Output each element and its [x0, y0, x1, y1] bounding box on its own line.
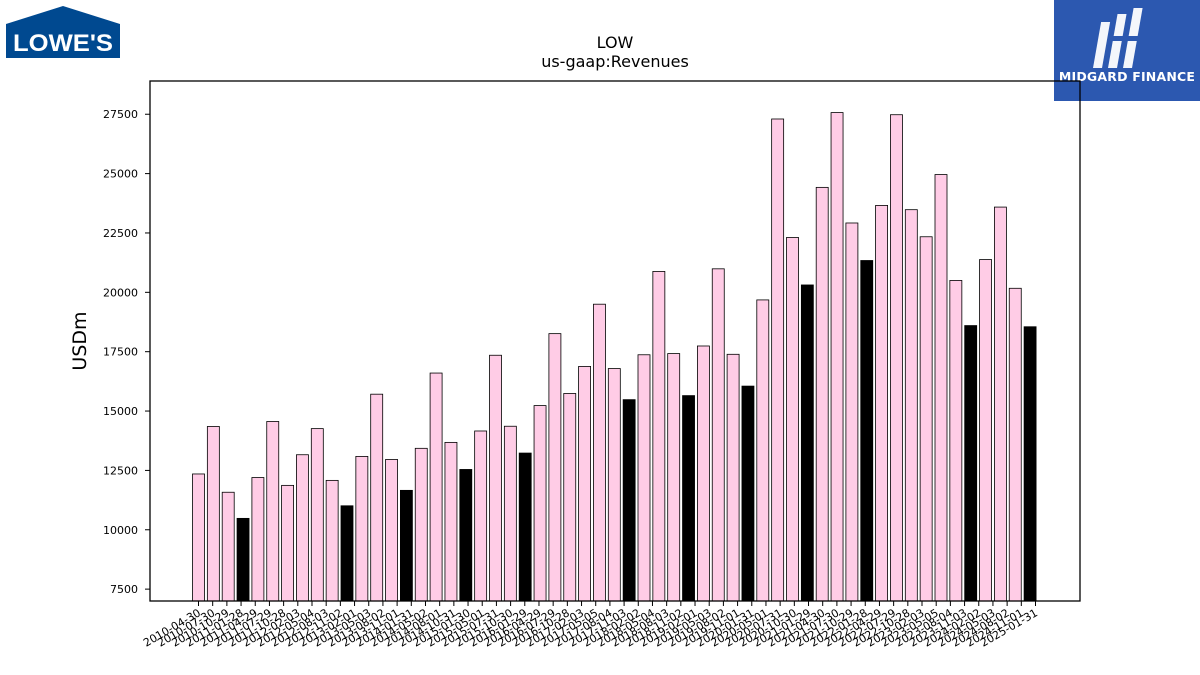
bar-2015-07-31: [503, 425, 517, 602]
bar-2018-08-03: [682, 395, 695, 602]
bar-2019-11-01: [756, 299, 770, 602]
bar-2021-10-29: [875, 205, 888, 602]
bar-2016-10-28: [578, 366, 591, 602]
bars-layer: [192, 112, 1037, 602]
bar-2023-05-05: [964, 325, 978, 602]
bar-2010-04-30: [192, 473, 205, 602]
bar-2016-01-29: [533, 405, 547, 602]
lowes-logo: LOWE'S: [6, 6, 120, 58]
midgard-finance-name: MIDGARD FINANCE: [1058, 69, 1196, 84]
bar-2011-01-28: [236, 517, 250, 602]
bar-2015-01-30: [474, 430, 488, 602]
bar-2016-07-29: [563, 393, 577, 602]
bar-2012-02-03: [296, 454, 309, 602]
bar-2023-08-04: [979, 259, 992, 602]
bar-2017-08-04: [622, 399, 636, 602]
bar-2020-05-01: [786, 237, 799, 602]
bar-2012-08-03: [325, 479, 339, 602]
bar-2023-02-03: [949, 280, 963, 602]
plot-frame: [149, 80, 1081, 602]
bar-2010-07-30: [206, 426, 220, 602]
y-tick-label: 10000: [103, 524, 138, 537]
y-tick-label: 7500: [110, 583, 138, 596]
bar-2012-05-04: [310, 428, 324, 602]
chart-title: LOW: [596, 33, 634, 52]
bar-2010-10-29: [221, 491, 235, 602]
y-tick-label: 20000: [103, 286, 138, 299]
y-axis-label: USDm: [69, 311, 91, 370]
bar-2013-08-02: [385, 459, 398, 602]
y-axis: 7500 10000 12500 15000 17500 20000 22500 25000 2…: [103, 108, 150, 596]
bar-2015-05-01: [489, 354, 502, 602]
bar-2024-02-02: [1008, 287, 1022, 602]
bar-2019-02-01: [711, 268, 725, 602]
y-tick-label: 17500: [103, 346, 138, 359]
bar-2014-01-31: [414, 447, 428, 602]
bar-2021-01-29: [830, 112, 844, 602]
bar-2024-05-03: [1023, 326, 1037, 602]
midgard-finance-logo: MIDGARD FINANCE: [1054, 0, 1200, 101]
bar-2017-05-05: [607, 368, 621, 602]
bar-2022-01-28: [890, 114, 903, 602]
bar-2021-07-30: [860, 260, 874, 602]
bar-2018-11-02: [697, 345, 710, 602]
bar-2021-04-30: [845, 222, 859, 602]
bar-2022-07-29: [919, 236, 933, 602]
y-tick-label: 15000: [103, 405, 138, 418]
chart-title-block: LOW us-gaap:Revenues: [150, 33, 1080, 71]
bar-2019-08-02: [741, 385, 755, 602]
chart-subtitle: us-gaap:Revenues: [541, 52, 689, 71]
bar-2013-02-01: [355, 455, 369, 602]
bar-2012-11-02: [340, 505, 354, 602]
bar-2023-11-03: [994, 206, 1007, 602]
bar-2011-04-29: [251, 477, 265, 602]
y-tick-label: 25000: [103, 168, 138, 181]
midgard-mark-icon: [1092, 8, 1143, 68]
bar-2015-10-30: [518, 452, 532, 602]
bar-2020-01-31: [771, 118, 785, 602]
bar-2013-05-03: [370, 393, 384, 602]
bar-2013-11-01: [399, 489, 413, 602]
bar-2020-07-31: [800, 284, 814, 602]
bar-2022-04-29: [904, 209, 918, 602]
bar-2014-10-31: [459, 469, 473, 602]
bar-2019-05-03: [726, 353, 740, 602]
svg-text:LOWE'S: LOWE'S: [13, 30, 113, 57]
bar-2018-02-02: [652, 271, 666, 602]
bar-2018-05-04: [667, 353, 681, 602]
bar-2020-10-30: [815, 186, 829, 602]
y-tick-label: 27500: [103, 108, 138, 121]
bar-2014-08-01: [444, 441, 458, 602]
y-tick-label: 22500: [103, 227, 138, 240]
bar-2016-04-29: [548, 333, 562, 602]
bar-2014-05-02: [429, 372, 443, 602]
bar-2011-10-28: [281, 484, 295, 602]
bar-2017-11-03: [637, 354, 651, 602]
bar-2022-10-28: [934, 174, 948, 602]
bar-2017-02-03: [593, 303, 606, 602]
x-axis: 2010-04-302010-07-302010-10-292011-01-28…: [141, 601, 1040, 650]
bar-2011-07-29: [266, 421, 280, 602]
y-tick-label: 12500: [103, 464, 138, 477]
